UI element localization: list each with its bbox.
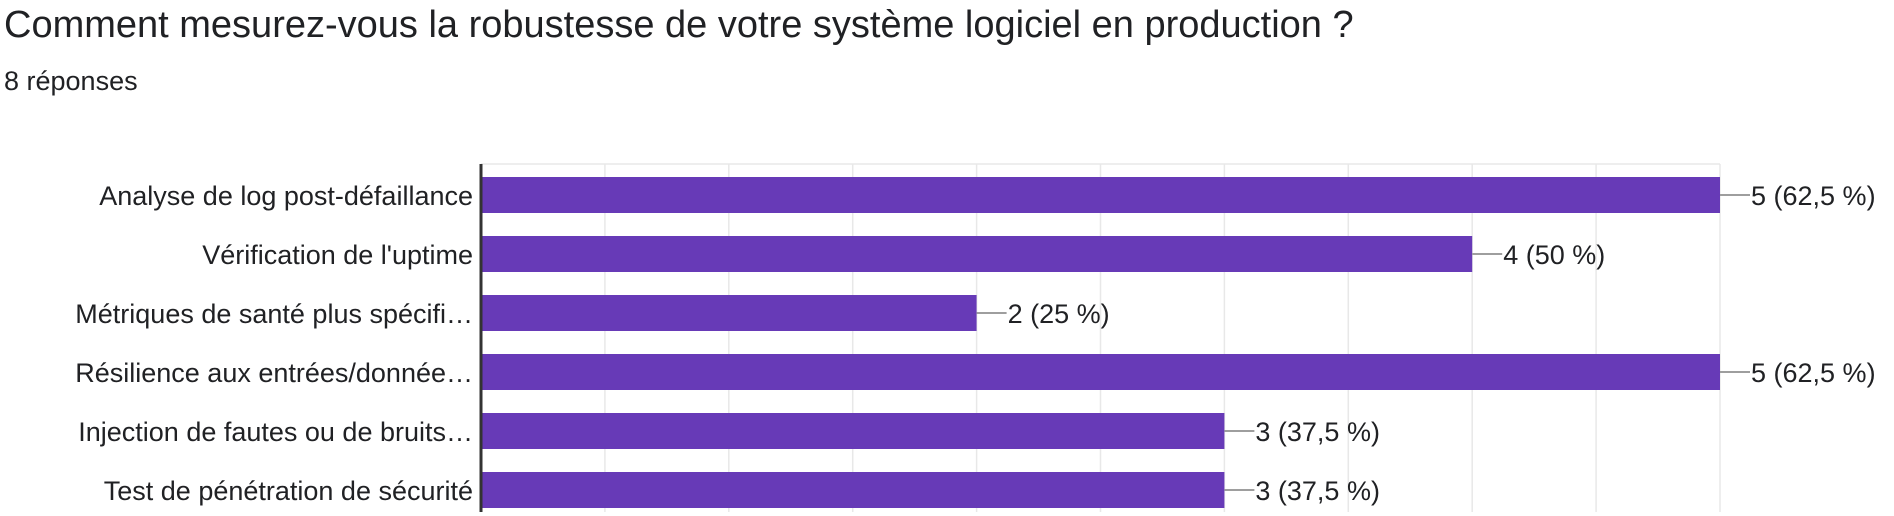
category-label: Analyse de log post-défaillance [99,181,473,211]
data-label: 3 (37,5 %) [1255,417,1380,447]
data-label: 3 (37,5 %) [1255,476,1380,506]
category-label: Résilience aux entrées/donnée… [75,358,473,388]
data-label: 5 (62,5 %) [1751,358,1876,388]
data-label: 4 (50 %) [1503,240,1605,270]
bar [481,295,977,331]
bar [481,354,1720,390]
bar [481,236,1473,272]
category-label: Injection de fautes ou de bruits… [78,417,473,447]
bar [481,472,1225,508]
data-label: 5 (62,5 %) [1751,181,1876,211]
category-label: Test de pénétration de sécurité [104,476,473,506]
data-label: 2 (25 %) [1008,299,1110,329]
category-label: Vérification de l'uptime [202,240,473,270]
bar [481,177,1720,213]
bar [481,413,1225,449]
chart-title: Comment mesurez-vous la robustesse de vo… [4,4,1354,46]
category-label: Métriques de santé plus spécifi… [75,299,473,329]
response-count: 8 réponses [4,66,138,96]
